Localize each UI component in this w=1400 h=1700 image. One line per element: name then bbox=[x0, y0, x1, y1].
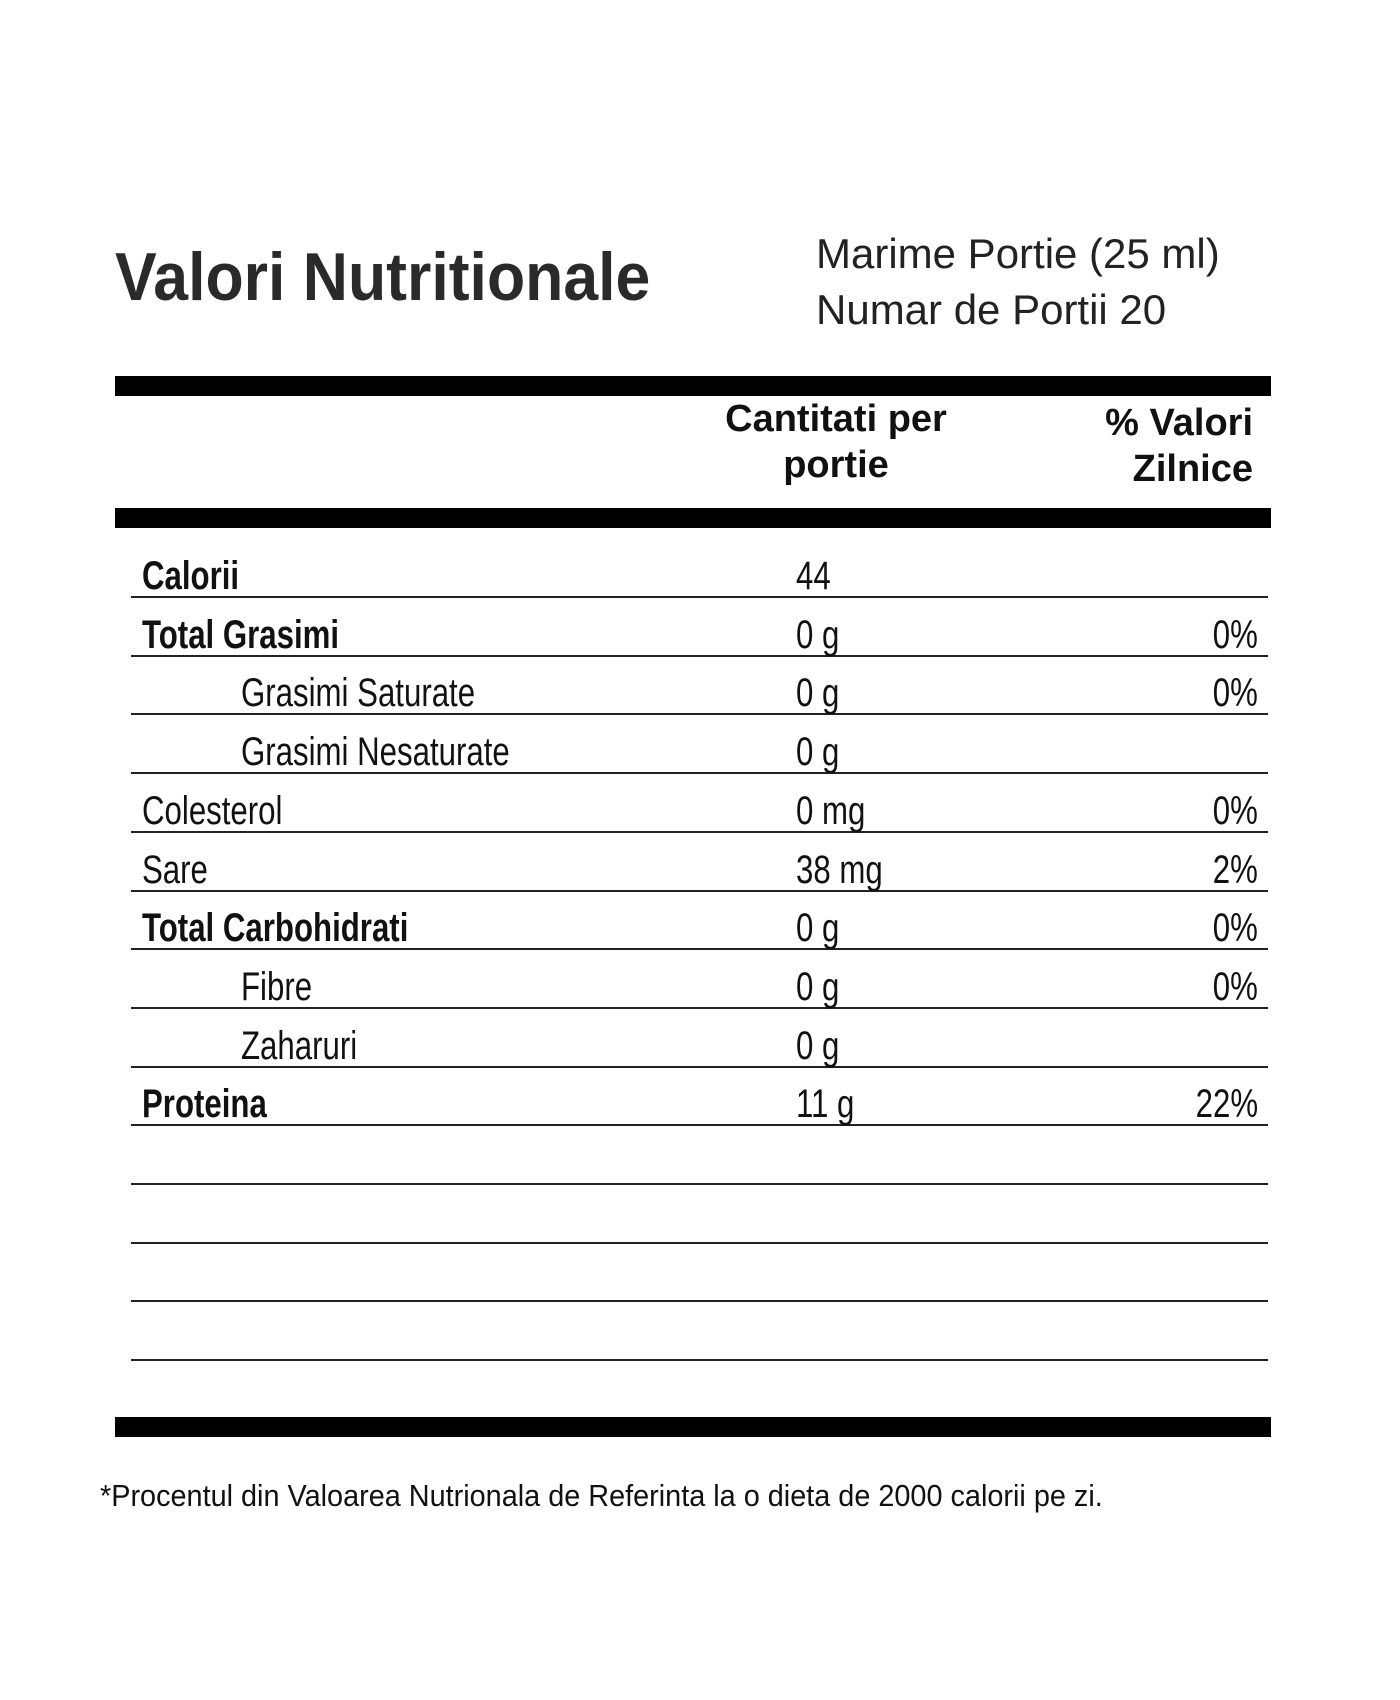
nutrient-amount: 11 g bbox=[796, 1082, 855, 1127]
nutrient-amount: 0 g bbox=[796, 612, 840, 657]
daily-header-line1: % Valori bbox=[1105, 402, 1253, 444]
nutrient-amount: 44 bbox=[796, 554, 831, 598]
nutrient-amount: 0 g bbox=[796, 906, 840, 951]
nutrient-amount: 0 g bbox=[796, 964, 840, 1009]
nutrient-daily-value: 0% bbox=[1212, 612, 1258, 657]
nutrient-amount: 0 g bbox=[796, 1023, 840, 1068]
nutrient-daily-value: 0% bbox=[1212, 906, 1258, 951]
top-divider bbox=[115, 376, 1271, 396]
nutrient-label: Fibre bbox=[241, 964, 313, 1009]
table-row: Sare 38 mg 2% bbox=[131, 832, 1268, 892]
servings-count: Numar de Portii 20 bbox=[816, 286, 1167, 333]
nutrient-label: Total Carbohidrati bbox=[142, 906, 409, 951]
bottom-divider bbox=[115, 1417, 1271, 1437]
table-row bbox=[131, 1125, 1268, 1185]
footnote: *Procentul din Valoarea Nutrionala de Re… bbox=[100, 1478, 1103, 1513]
table-row bbox=[131, 1184, 1268, 1244]
nutrient-label: Calorii bbox=[142, 554, 240, 598]
nutrient-label: Grasimi Nesaturate bbox=[241, 730, 510, 775]
nutrient-label: Colesterol bbox=[142, 788, 283, 833]
daily-header-line2: Zilnice bbox=[1132, 448, 1253, 490]
table-row: Calorii 44 bbox=[131, 538, 1268, 598]
nutrient-label: Proteina bbox=[142, 1082, 267, 1127]
nutrient-label: Sare bbox=[142, 847, 208, 892]
nutrient-daily-value: 22% bbox=[1195, 1082, 1258, 1127]
table-row: Colesterol 0 mg 0% bbox=[131, 773, 1268, 833]
table-row: Total Carbohidrati 0 g 0% bbox=[131, 890, 1268, 951]
table-row: Grasimi Nesaturate 0 g bbox=[131, 714, 1268, 775]
daily-column-header: % Valori Zilnice bbox=[1105, 400, 1253, 492]
table-row: Zaharuri 0 g bbox=[131, 1008, 1268, 1068]
amount-header-line1: Cantitati per bbox=[725, 398, 947, 440]
nutrient-amount: 0 g bbox=[796, 671, 840, 716]
nutrient-label: Total Grasimi bbox=[142, 612, 340, 657]
table-row bbox=[131, 1301, 1268, 1362]
nutrient-amount: 0 mg bbox=[796, 788, 866, 833]
nutrient-label: Zaharuri bbox=[241, 1023, 358, 1068]
header-divider bbox=[115, 508, 1271, 528]
serving-size: Marime Portie (25 ml) bbox=[816, 230, 1220, 277]
nutrient-amount: 38 mg bbox=[796, 847, 883, 892]
nutrient-amount: 0 g bbox=[796, 730, 840, 775]
page-title: Valori Nutritionale bbox=[115, 239, 651, 315]
table-row: Proteina 11 g 22% bbox=[131, 1066, 1268, 1127]
table-row: Total Grasimi 0 g 0% bbox=[131, 597, 1268, 657]
amount-column-header: Cantitati per portie bbox=[725, 396, 947, 488]
nutrient-daily-value: 2% bbox=[1212, 847, 1258, 892]
nutrient-daily-value: 0% bbox=[1212, 671, 1258, 716]
table-row bbox=[131, 1242, 1268, 1303]
nutrient-daily-value: 0% bbox=[1212, 964, 1258, 1009]
table-row: Fibre 0 g 0% bbox=[131, 949, 1268, 1009]
nutrient-daily-value: 0% bbox=[1212, 788, 1258, 833]
amount-header-line2: portie bbox=[783, 444, 889, 486]
table-row: Grasimi Saturate 0 g 0% bbox=[131, 655, 1268, 716]
nutrient-label: Grasimi Saturate bbox=[241, 671, 476, 716]
